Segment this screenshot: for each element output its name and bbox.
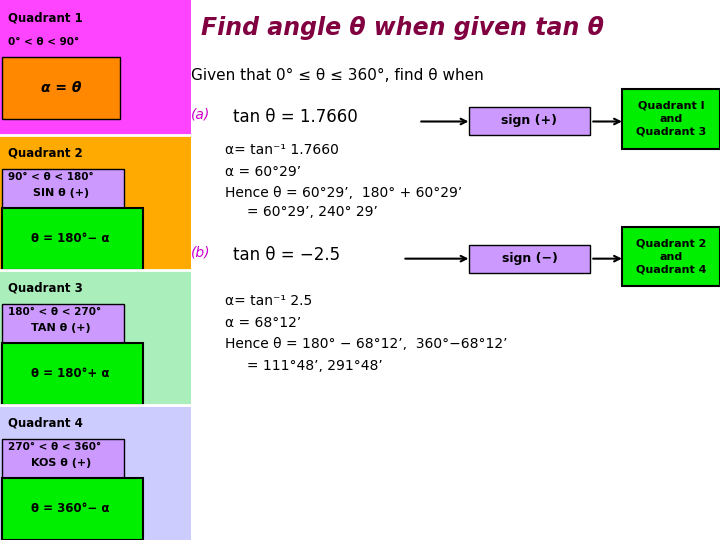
Text: 0° < θ < 90°: 0° < θ < 90° [8,37,78,47]
Text: Given that 0° ≤ θ ≤ 360°, find θ when: Given that 0° ≤ θ ≤ 360°, find θ when [191,68,484,83]
Text: θ = 180°− α: θ = 180°− α [32,232,110,246]
FancyBboxPatch shape [622,227,720,286]
Text: α = 68°12’: α = 68°12’ [225,316,302,330]
FancyBboxPatch shape [2,478,143,540]
FancyBboxPatch shape [2,343,143,405]
FancyBboxPatch shape [0,135,191,270]
Text: Hence θ = 180° − 68°12’,  360°−68°12’: Hence θ = 180° − 68°12’, 360°−68°12’ [225,338,508,352]
Text: = 60°29’, 240° 29’: = 60°29’, 240° 29’ [225,205,378,219]
FancyBboxPatch shape [622,89,720,148]
FancyBboxPatch shape [0,270,191,405]
FancyBboxPatch shape [2,57,120,119]
Text: SIN θ (+): SIN θ (+) [33,188,89,198]
Text: = 111°48’, 291°48’: = 111°48’, 291°48’ [225,359,383,373]
Text: KOS θ (+): KOS θ (+) [31,458,91,468]
FancyBboxPatch shape [469,107,590,135]
Text: Quadrant 1: Quadrant 1 [8,12,82,25]
Text: Hence θ = 60°29’,  180° + 60°29’: Hence θ = 60°29’, 180° + 60°29’ [225,186,462,200]
Text: (a): (a) [191,108,210,122]
Text: Quadrant 3: Quadrant 3 [8,282,82,295]
Text: Find angle θ when given tan θ: Find angle θ when given tan θ [202,16,604,40]
Text: Quadrant 4: Quadrant 4 [8,417,83,430]
Text: sign (+): sign (+) [502,114,557,127]
Text: α = 60°29’: α = 60°29’ [225,165,302,179]
Text: tan θ = −2.5: tan θ = −2.5 [233,246,341,264]
Text: Quadrant 2
and
Quadrant 4: Quadrant 2 and Quadrant 4 [636,238,706,275]
Text: θ = 180°+ α: θ = 180°+ α [32,367,110,381]
Text: Quadrant I
and
Quadrant 3: Quadrant I and Quadrant 3 [636,100,706,137]
Text: α= tan⁻¹ 2.5: α= tan⁻¹ 2.5 [225,294,312,308]
Text: Quadrant 2: Quadrant 2 [8,147,82,160]
Text: α = θ: α = θ [41,81,81,94]
Text: 270° < θ < 360°: 270° < θ < 360° [8,442,101,452]
FancyBboxPatch shape [0,405,191,540]
Text: TAN θ (+): TAN θ (+) [31,323,91,333]
Text: (b): (b) [191,246,210,260]
Text: 90° < θ < 180°: 90° < θ < 180° [8,172,94,182]
FancyBboxPatch shape [0,0,191,135]
FancyBboxPatch shape [2,438,124,487]
FancyBboxPatch shape [2,303,124,353]
Text: sign (−): sign (−) [502,252,557,265]
Text: 180° < θ < 270°: 180° < θ < 270° [8,307,101,317]
Text: tan θ = 1.7660: tan θ = 1.7660 [233,108,358,126]
Text: α= tan⁻¹ 1.7660: α= tan⁻¹ 1.7660 [225,143,339,157]
FancyBboxPatch shape [469,245,590,273]
FancyBboxPatch shape [2,168,124,217]
Text: θ = 360°− α: θ = 360°− α [32,502,110,516]
FancyBboxPatch shape [2,208,143,270]
